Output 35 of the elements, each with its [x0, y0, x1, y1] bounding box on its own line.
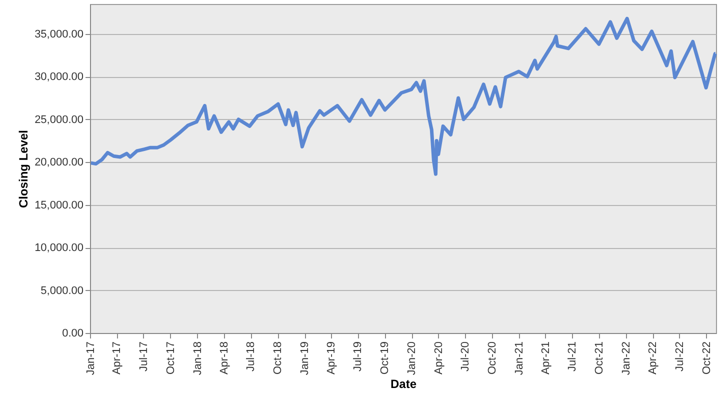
x-tick-label: Jul-21	[566, 342, 579, 372]
x-tick-label: Oct-18	[272, 342, 284, 375]
x-tick-label: Apr-22	[647, 342, 660, 375]
y-tick-label: 25,000.00	[34, 114, 84, 126]
x-tick-label: Jan-18	[192, 342, 204, 376]
y-tick-label: 15,000.00	[34, 199, 84, 212]
x-tick-label: Oct-17	[164, 342, 177, 375]
x-tick-label: Jan-20	[406, 342, 418, 376]
x-tick-label: Oct-21	[594, 342, 606, 375]
x-tick-label: Jul-20	[460, 342, 472, 372]
x-tick-label: Apr-17	[111, 342, 124, 375]
x-tick-label: Oct-22	[700, 342, 713, 375]
x-tick-label: Apr-21	[540, 342, 552, 375]
y-tick-label: 30,000.00	[34, 71, 84, 84]
y-tick-label: 10,000.00	[34, 242, 84, 254]
x-tick-label: Apr-19	[325, 342, 338, 375]
x-tick-label: Jan-17	[84, 342, 97, 376]
line-series	[89, 16, 718, 176]
x-tick-label: Jul-19	[352, 342, 364, 372]
y-tick-label: 0.00	[62, 328, 84, 340]
x-tick-label: Jul-18	[245, 342, 258, 372]
x-tick-label: Jan-19	[299, 342, 312, 376]
x-tick-label: Oct-20	[486, 342, 499, 375]
x-tick-label: Jan-22	[620, 342, 633, 376]
x-tick-label: Jul-17	[138, 342, 150, 372]
y-tick-label: 5,000.00	[40, 284, 84, 297]
x-tick-label: Jul-22	[674, 342, 686, 372]
x-axis-title: Date	[390, 377, 417, 392]
x-tick-label: Oct-19	[379, 342, 392, 375]
y-tick-label: 20,000.00	[34, 156, 84, 169]
y-axis-title: Closing Level	[16, 130, 31, 208]
x-tick-label: Apr-18	[218, 342, 230, 375]
y-tick-label: 35,000.00	[34, 28, 84, 40]
x-tick-label: Apr-20	[432, 342, 445, 375]
x-tick-label: Jan-21	[514, 342, 526, 376]
